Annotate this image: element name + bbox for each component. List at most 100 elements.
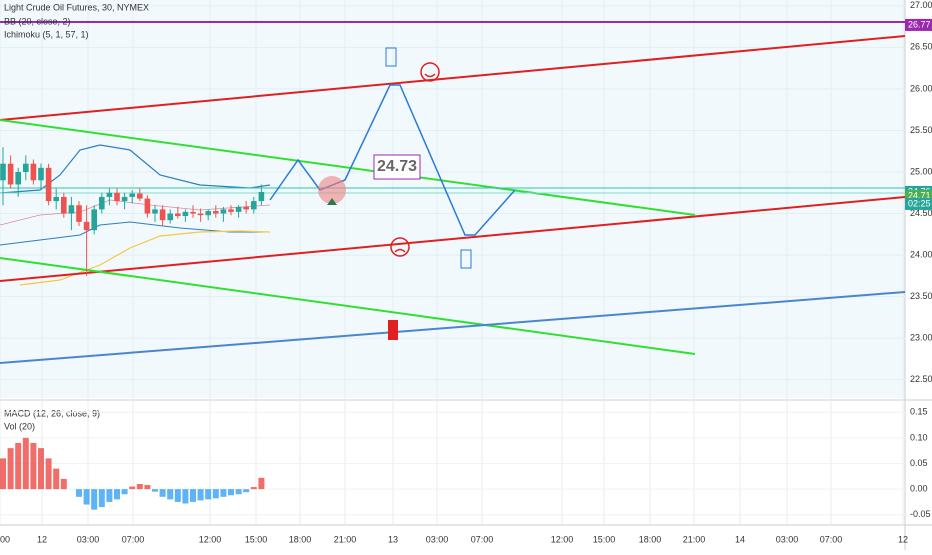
- macd-bar: [205, 489, 212, 500]
- candle-body: [197, 213, 204, 216]
- candle-body: [152, 209, 158, 214]
- macd-bar: [228, 489, 234, 496]
- macd-bar: [15, 443, 22, 490]
- macd-bar: [144, 485, 151, 490]
- macd-tick-label: -0.05: [910, 509, 931, 519]
- macd-tick-label: 0.05: [910, 458, 928, 468]
- x-tick-label: 21:00: [334, 534, 357, 544]
- macd-bar: [129, 486, 136, 490]
- x-tick-label: 03:00: [77, 534, 100, 544]
- candle-body: [68, 205, 75, 214]
- x-tick-label: 07:00: [471, 534, 494, 544]
- candle-body: [83, 221, 90, 231]
- ichimoku-span: [19, 230, 271, 286]
- main-pane: [0, 0, 905, 398]
- candle-body: [0, 163, 6, 181]
- candle-body: [182, 211, 189, 217]
- smile: [420, 62, 440, 82]
- macd-bar: [106, 489, 113, 502]
- x-tick-label: 13: [388, 534, 398, 544]
- candle-body: [53, 196, 59, 202]
- candle-body: [251, 201, 257, 210]
- candle-body: [76, 205, 82, 222]
- candle-body: [137, 193, 143, 199]
- y-tick-label: 23.50: [910, 291, 932, 301]
- y-tick-label: 22.50: [910, 374, 932, 384]
- countdown: 02:25: [908, 198, 931, 208]
- countdown-box: [905, 197, 932, 210]
- macd-title: MACD (12, 26, close, 9): [4, 408, 100, 418]
- arrow-up: [327, 198, 337, 205]
- macd-bar: [114, 489, 120, 500]
- candle-body: [220, 209, 227, 214]
- path-arrows: [269, 84, 516, 236]
- y-tick-label: 24.50: [910, 208, 932, 218]
- candle-body: [167, 213, 173, 221]
- candle-body: [23, 163, 29, 172]
- candle-body: [7, 163, 14, 185]
- x-tick-label: 12:00: [199, 534, 222, 544]
- macd-bar: [91, 489, 98, 510]
- candle-body: [205, 211, 211, 216]
- bb-basis: [0, 199, 271, 226]
- macd-bar: [235, 489, 242, 495]
- macd-bar: [83, 489, 90, 505]
- annotation-box: [373, 154, 421, 180]
- chart-title: Light Crude Oil Futures, 30, NYMEX: [4, 2, 149, 12]
- price-label: 26.77: [908, 19, 931, 29]
- x-tick-label: 07:00: [122, 534, 145, 544]
- macd-bar: [45, 458, 52, 490]
- candle-body: [190, 211, 196, 214]
- candle-body: [235, 206, 242, 212]
- candle-body: [258, 191, 265, 202]
- channel-lower: [0, 257, 696, 355]
- macd-tick-label: 0.15: [910, 407, 928, 417]
- candle-body: [91, 209, 97, 231]
- candle-body: [38, 167, 44, 181]
- macd-bar: [53, 468, 60, 490]
- y-tick-label: 26.50: [910, 42, 932, 52]
- candle-body: [114, 192, 120, 202]
- highlight-circle: [318, 176, 346, 204]
- x-tick-label: 03:00: [426, 534, 449, 544]
- hand-red: [388, 320, 398, 340]
- x-tick-label: 07:00: [820, 534, 843, 544]
- candle-body: [106, 192, 113, 197]
- channel-upper: [0, 119, 696, 216]
- y-tick-label: 25.00: [910, 166, 932, 176]
- candle-body: [129, 193, 135, 197]
- volume-title: Vol (20): [4, 421, 35, 431]
- x-tick-label: 18:00: [289, 534, 312, 544]
- macd-bar: [38, 448, 44, 490]
- macd-bar: [159, 489, 166, 497]
- trend-blue: [0, 291, 906, 364]
- y-tick-label: 26.00: [910, 83, 932, 93]
- macd-bar: [22, 437, 29, 490]
- y-tick-label: 25.50: [910, 125, 932, 135]
- trend-upper: [0, 35, 906, 121]
- macd-bar: [76, 489, 82, 497]
- candle-body: [144, 198, 151, 214]
- x-tick-label: 12: [898, 534, 908, 544]
- hand-up: [460, 249, 472, 269]
- macd-bar: [167, 489, 174, 500]
- macd-bar: [30, 443, 37, 490]
- macd-bar: [60, 478, 67, 490]
- candle-body: [99, 196, 105, 210]
- macd-bar: [220, 489, 227, 497]
- x-tick-label: 14: [735, 534, 745, 544]
- candle-body: [243, 206, 249, 210]
- macd-tick-label: 0.00: [910, 484, 928, 494]
- candle-body: [175, 213, 181, 217]
- x-tick-label: 00: [0, 534, 10, 544]
- y-tick-label: 23.00: [910, 333, 932, 343]
- macd-bar: [98, 489, 105, 508]
- macd-bar: [152, 489, 158, 492]
- macd-bar: [258, 477, 265, 490]
- macd-bar: [174, 489, 181, 502]
- candle-body: [45, 167, 52, 202]
- x-tick-label: 21:00: [683, 534, 706, 544]
- price-label: 24.71: [908, 190, 931, 200]
- annotation: 24.73: [377, 158, 417, 175]
